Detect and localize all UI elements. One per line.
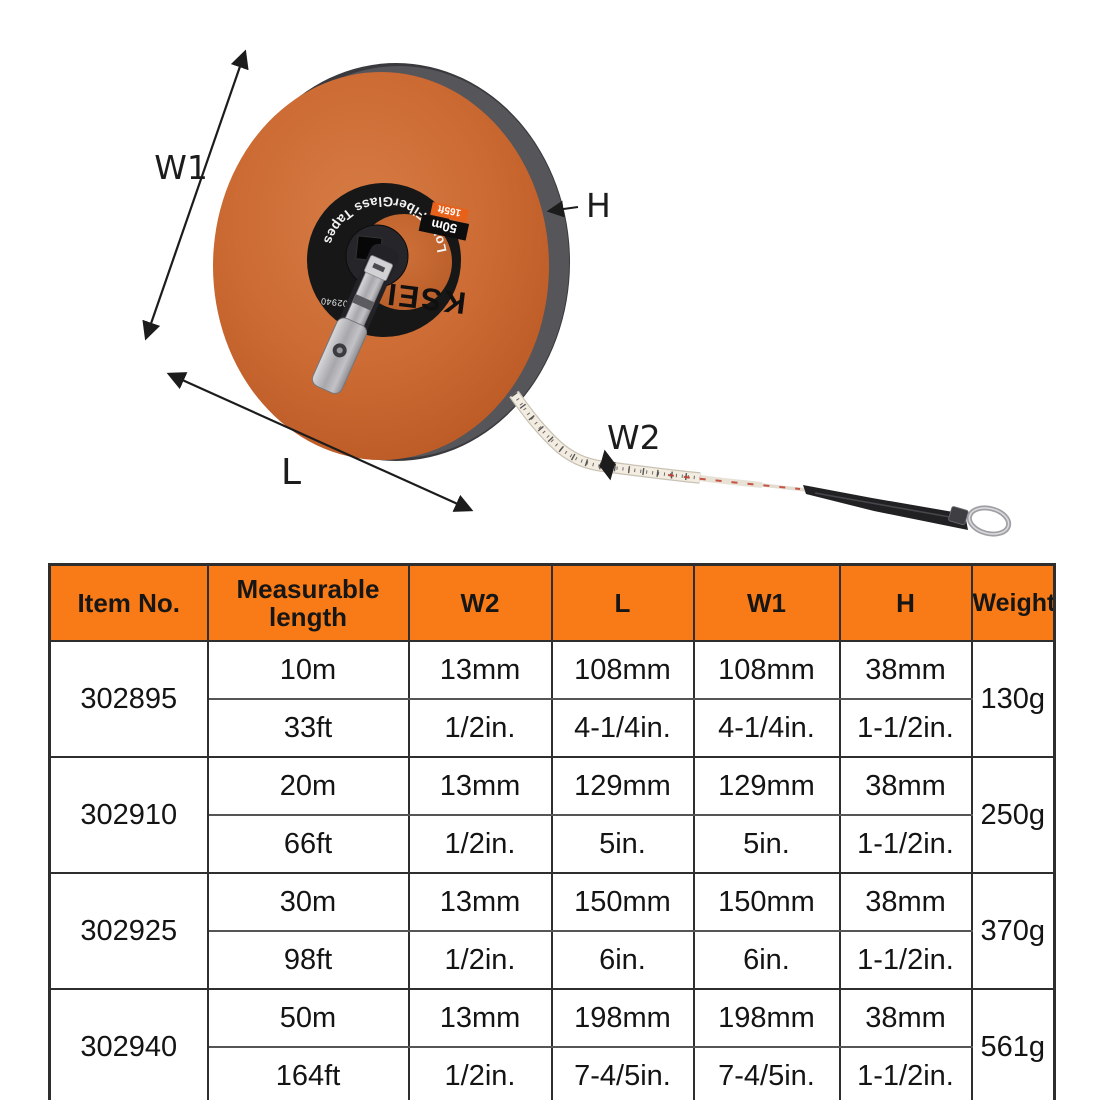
imperial-cell: 1/2in.: [407, 930, 553, 990]
w2-arrow: [598, 449, 617, 481]
imperial-cell: 1-1/2in.: [838, 698, 973, 758]
imperial-cell: 5in.: [550, 814, 695, 874]
table-row: 302895 10m 13mm 108mm 108mm 38mm 130g: [48, 640, 1056, 758]
imperial-cell: 1-1/2in.: [838, 930, 973, 990]
w1-label: W1: [154, 148, 208, 187]
metric-cell: 198mm: [692, 988, 841, 1048]
imperial-cell: 4-1/4in.: [550, 698, 695, 758]
tape-measure-illustration: Long FiberGlass Tapes #302940 50m 165ft …: [142, 49, 1012, 537]
metric-cell: 20m: [206, 756, 410, 816]
imperial-cell: 66ft: [206, 814, 410, 874]
metric-cell: 108mm: [550, 640, 695, 700]
table-row: 302910 20m 13mm 129mm 129mm 38mm 250g: [48, 756, 1056, 874]
metric-cell: 38mm: [838, 640, 973, 700]
tape-blade: [509, 390, 807, 492]
header-l: L: [550, 563, 695, 642]
capacity-ft-label: 165ft: [436, 202, 462, 218]
table-row: 98ft 1/2in. 6in. 6in. 1-1/2in.: [50, 930, 1055, 990]
capacity-m-label: 50m: [430, 216, 459, 236]
item-no-cell: 302895: [48, 640, 209, 758]
imperial-cell: 33ft: [206, 698, 410, 758]
imperial-cell: 5in.: [692, 814, 841, 874]
metric-cell: 38mm: [838, 756, 973, 816]
metric-cell: 150mm: [550, 872, 695, 932]
metric-cell: 13mm: [407, 988, 553, 1048]
l-label: L: [281, 452, 301, 493]
imperial-cell: 7-4/5in.: [550, 1046, 695, 1100]
tape-red-marks: [667, 474, 801, 490]
metric-cell: 10m: [206, 640, 410, 700]
imperial-cell: 98ft: [206, 930, 410, 990]
h-arrow: [546, 200, 579, 218]
metric-cell: 198mm: [550, 988, 695, 1048]
imperial-cell: 6in.: [550, 930, 695, 990]
w2-label: W2: [607, 418, 661, 457]
metric-cell: 13mm: [407, 756, 553, 816]
tape-end-strap: [803, 485, 1012, 537]
h-label: H: [586, 186, 611, 225]
metric-cell: 38mm: [838, 988, 973, 1048]
header-w1: W1: [692, 563, 841, 642]
w1-arrow: [142, 49, 249, 341]
weight-cell: 250g: [970, 756, 1056, 874]
metric-cell: 50m: [206, 988, 410, 1048]
weight-cell: 130g: [970, 640, 1056, 758]
imperial-cell: 1/2in.: [407, 814, 553, 874]
l-arrow: [166, 372, 474, 512]
dimension-annotations: W1 L H W2: [142, 49, 661, 512]
table-row: 302925 30m 13mm 150mm 150mm 38mm 370g: [48, 872, 1056, 990]
imperial-cell: 1-1/2in.: [838, 1046, 973, 1100]
header-w2: W2: [407, 563, 553, 642]
metric-cell: 13mm: [407, 640, 553, 700]
metric-cell: 150mm: [692, 872, 841, 932]
imperial-cell: 1-1/2in.: [838, 814, 973, 874]
metric-cell: 129mm: [692, 756, 841, 816]
metric-cell: 30m: [206, 872, 410, 932]
item-no-cell: 302925: [48, 872, 209, 990]
header-h: H: [838, 563, 973, 642]
imperial-cell: 6in.: [692, 930, 841, 990]
metric-cell: 108mm: [692, 640, 841, 700]
item-no-cell: 302910: [48, 756, 209, 874]
strap-clasp: [948, 506, 969, 526]
table-row: 164ft 1/2in. 7-4/5in. 7-4/5in. 1-1/2in.: [50, 1046, 1055, 1100]
imperial-cell: 4-1/4in.: [692, 698, 841, 758]
imperial-cell: 1/2in.: [407, 1046, 553, 1100]
metric-cell: 38mm: [838, 872, 973, 932]
table-row: 302940 50m 13mm 198mm 198mm 38mm 561g: [48, 988, 1056, 1100]
header-item-no: Item No.: [48, 563, 209, 642]
metric-cell: 13mm: [407, 872, 553, 932]
header-row: Item No. Measurable length W2 L W1 H Wei…: [48, 563, 1056, 642]
metal-loop: [966, 505, 1012, 537]
table-row: 33ft 1/2in. 4-1/4in. 4-1/4in. 1-1/2in.: [50, 698, 1055, 758]
metric-cell: 129mm: [550, 756, 695, 816]
imperial-cell: 7-4/5in.: [692, 1046, 841, 1100]
header-weight: Weight: [970, 563, 1056, 642]
weight-cell: 561g: [970, 988, 1056, 1100]
spec-table: Item No. Measurable length W2 L W1 H Wei…: [48, 563, 1056, 1100]
item-no-cell: 302940: [48, 988, 209, 1100]
imperial-cell: 1/2in.: [407, 698, 553, 758]
table-row: 66ft 1/2in. 5in. 5in. 1-1/2in.: [50, 814, 1055, 874]
imperial-cell: 164ft: [206, 1046, 410, 1100]
capacity-badge: 50m 165ft: [418, 202, 470, 241]
weight-cell: 370g: [970, 872, 1056, 990]
header-measurable-length: Measurable length: [206, 563, 410, 642]
